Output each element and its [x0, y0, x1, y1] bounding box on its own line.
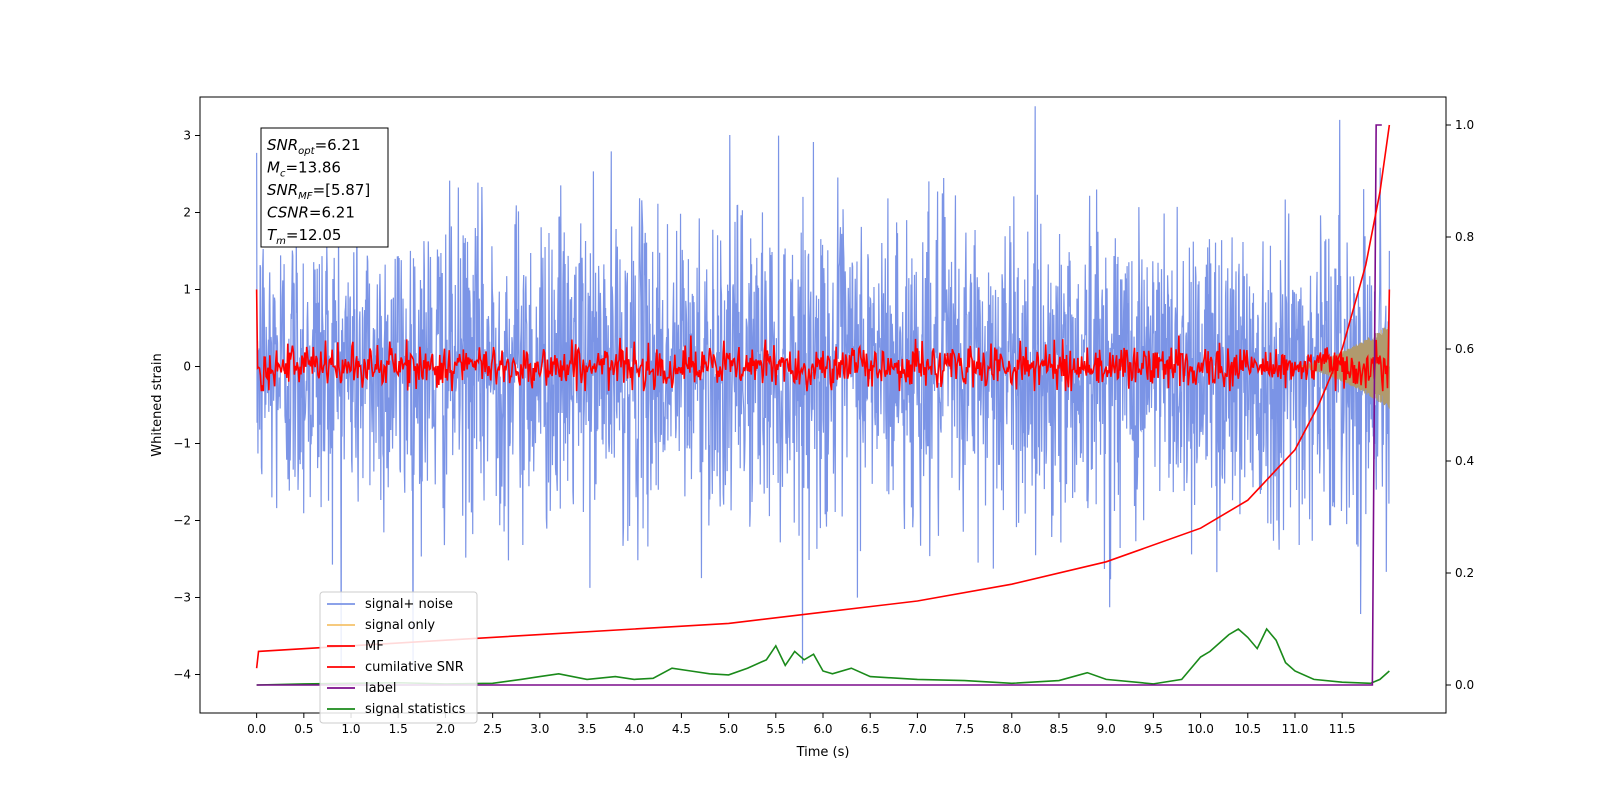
annotation-line: Tm=12.05: [267, 226, 341, 247]
x-tick-label: 10.0: [1187, 722, 1214, 736]
x-tick-label: 11.5: [1329, 722, 1356, 736]
x-tick-label: 0.0: [247, 722, 266, 736]
x-tick-label: 4.0: [625, 722, 644, 736]
x-tick-label: 11.0: [1282, 722, 1309, 736]
annotation-line: Mc=13.86: [267, 159, 341, 180]
annotation-line: SNRopt=6.21: [267, 136, 361, 157]
x-tick-label: 1.0: [341, 722, 360, 736]
x-tick-label: 3.0: [530, 722, 549, 736]
x-tick-label: 10.5: [1234, 722, 1261, 736]
legend: signal+ noise signal only MF cumilative SNR…: [319, 591, 478, 724]
legend-label: MF: [365, 639, 384, 654]
x-tick-label: 8.5: [1049, 722, 1068, 736]
y-tick-label: −4: [173, 668, 191, 682]
legend-frame: [319, 591, 478, 724]
x-tick-label: 6.5: [861, 722, 880, 736]
x-tick-label: 2.5: [483, 722, 502, 736]
y2-tick-label: 0.0: [1455, 678, 1474, 692]
annotation-line: SNRMF=[5.87]: [267, 181, 370, 202]
x-tick-label: 1.5: [389, 722, 408, 736]
y-tick-label: 1: [183, 283, 191, 297]
x-tick-label: 8.0: [1002, 722, 1021, 736]
y-axis-right: 1.0 0.8 0.6 0.4 0.2 0.0: [1446, 118, 1474, 692]
legend-label: label: [365, 681, 396, 696]
y-tick-label: −1: [173, 437, 191, 451]
y-tick-label: 2: [183, 206, 191, 220]
x-tick-label: 9.5: [1144, 722, 1163, 736]
series-signal-noise: [256, 106, 1390, 667]
annotation-frame: [260, 127, 389, 248]
x-tick-label: 6.0: [813, 722, 832, 736]
y-tick-label: −2: [173, 514, 191, 528]
y2-tick-label: 0.6: [1455, 342, 1474, 356]
y-axis-left: 3 2 1 0 −1 −2 −3 −4: [173, 129, 200, 682]
series-mf: [255, 289, 1391, 392]
series-signal-statistics: [256, 627, 1390, 686]
y-tick-label: 0: [183, 360, 191, 374]
annotation-line: CSNR=6.21: [267, 204, 355, 222]
y2-tick-label: 0.4: [1455, 454, 1474, 468]
x-tick-label: 7.5: [955, 722, 974, 736]
y-axis-label: Whitened strain: [150, 353, 165, 456]
x-tick-label: 7.0: [908, 722, 927, 736]
legend-label: signal+ noise: [365, 597, 453, 612]
x-tick-label: 0.5: [294, 722, 313, 736]
y-tick-label: −3: [173, 591, 191, 605]
y2-tick-label: 0.2: [1455, 566, 1474, 580]
x-axis-label: Time (s): [796, 745, 850, 760]
y-tick-label: 3: [183, 129, 191, 143]
x-tick-label: 5.5: [766, 722, 785, 736]
x-tick-label: 9.0: [1097, 722, 1116, 736]
legend-label: signal statistics: [365, 702, 466, 717]
series-label: [256, 124, 1382, 686]
y2-tick-label: 0.8: [1455, 230, 1474, 244]
x-tick-label: 2.0: [436, 722, 455, 736]
x-tick-label: 4.5: [672, 722, 691, 736]
legend-label: signal only: [365, 618, 435, 633]
x-tick-label: 5.0: [719, 722, 738, 736]
x-axis: 0.0 0.5 1.0 1.5 2.0 2.5 3.0 3.5 4.0 4.5 5.0 5.5 6.0 6…: [247, 713, 1356, 736]
y2-tick-label: 1.0: [1455, 118, 1474, 132]
x-tick-label: 3.5: [577, 722, 596, 736]
legend-label: cumilative SNR: [365, 660, 464, 675]
